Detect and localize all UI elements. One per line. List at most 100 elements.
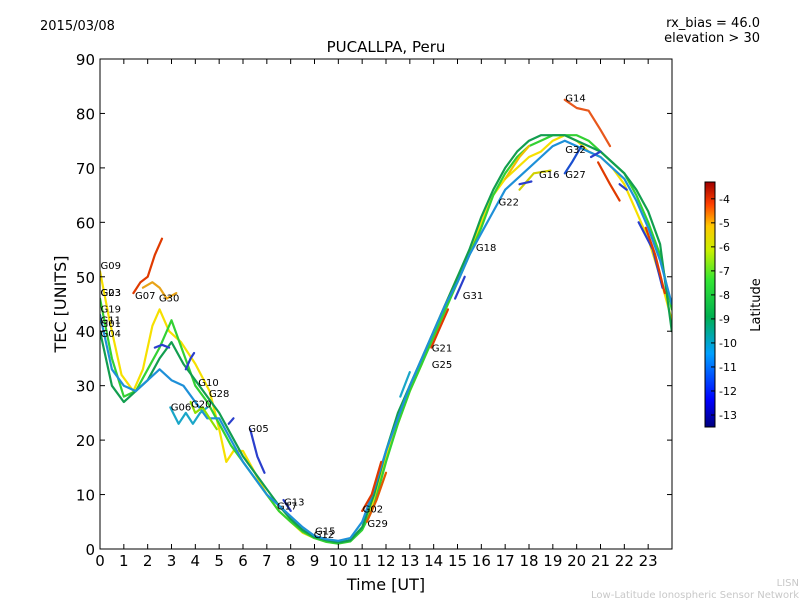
y-tick-label: 10 bbox=[76, 487, 95, 505]
tec-series-5 bbox=[141, 281, 178, 300]
x-tick-label: 16 bbox=[472, 552, 491, 570]
tec-series-18 bbox=[399, 371, 411, 398]
satellite-label-g06: G06 bbox=[171, 402, 191, 413]
x-tick-label: 8 bbox=[286, 552, 296, 570]
x-tick-label: 10 bbox=[329, 552, 348, 570]
satellite-label-g10: G10 bbox=[198, 378, 218, 389]
satellite-label-g14: G14 bbox=[565, 94, 585, 105]
satellite-label-g30: G30 bbox=[159, 294, 179, 305]
tec-series-21 bbox=[518, 180, 533, 186]
x-tick-label: 11 bbox=[353, 552, 372, 570]
colorbar bbox=[704, 181, 716, 428]
tec-series-13 bbox=[189, 400, 218, 431]
satellite-label-g17: G17 bbox=[277, 502, 297, 513]
colorbar-label: Latitude bbox=[749, 278, 764, 332]
x-tick-label: 13 bbox=[400, 552, 419, 570]
x-tick-label: 2 bbox=[143, 552, 153, 570]
y-tick-label: 90 bbox=[76, 51, 95, 69]
series-layer bbox=[100, 98, 672, 545]
watermark-title: LISN bbox=[777, 578, 799, 589]
tec-series-4 bbox=[100, 139, 672, 542]
satellite-label-g12: G12 bbox=[314, 530, 334, 541]
satellite-label-g25: G25 bbox=[432, 360, 452, 371]
y-tick-label: 40 bbox=[76, 323, 95, 341]
colorbar-ticks: -4 -5 -6 -7 -8 -9 -10 -11 -12 -13 bbox=[711, 193, 737, 422]
y-tick-label: 60 bbox=[76, 214, 95, 232]
colorbar-tick-label: -11 bbox=[719, 361, 737, 374]
tec-series-26 bbox=[618, 183, 628, 191]
tec-series-2 bbox=[100, 134, 672, 545]
tec-series-12 bbox=[169, 406, 209, 425]
satellite-label-g02: G02 bbox=[363, 504, 383, 515]
x-tick-label: 21 bbox=[591, 552, 610, 570]
satellite-label-g07: G07 bbox=[135, 291, 155, 302]
y-tick-label: 0 bbox=[85, 541, 95, 559]
tec-series-23 bbox=[589, 150, 602, 159]
satellite-label-g21: G21 bbox=[432, 344, 452, 355]
x-tick-label: 3 bbox=[167, 552, 177, 570]
satellite-label-g18: G18 bbox=[476, 243, 496, 254]
satellite-label-g27: G27 bbox=[565, 170, 585, 181]
satellite-label-g28: G28 bbox=[209, 389, 229, 400]
x-tick-label: 18 bbox=[519, 552, 538, 570]
tec-series-19 bbox=[504, 145, 531, 180]
x-tick-label: 19 bbox=[543, 552, 562, 570]
satellite-label-g13: G13 bbox=[284, 498, 304, 509]
colorbar-tick-label: -12 bbox=[719, 385, 737, 398]
x-tick-label: 1 bbox=[119, 552, 129, 570]
satellite-label-g32: G32 bbox=[565, 145, 585, 156]
colorbar-tick-label: -6 bbox=[719, 241, 730, 254]
colorbar-tick-label: -4 bbox=[719, 193, 730, 206]
x-tick-label: 9 bbox=[310, 552, 320, 570]
tec-series-11 bbox=[282, 498, 292, 512]
tec-series-24 bbox=[563, 98, 612, 148]
tec-series-8 bbox=[184, 351, 196, 371]
y-tick-label: 70 bbox=[76, 160, 95, 178]
tec-series-7 bbox=[153, 343, 171, 349]
y-axis: 0 10 20 30 40 50 60 70 80 90 bbox=[76, 51, 672, 559]
satellite-label-g01: G01 bbox=[101, 319, 121, 330]
y-tick-label: 20 bbox=[76, 432, 95, 450]
tec-series-3 bbox=[100, 134, 672, 544]
tec-series-28 bbox=[644, 226, 666, 295]
tec-series-6 bbox=[132, 237, 164, 295]
satellite-label-g31: G31 bbox=[463, 291, 483, 302]
x-tick-label: 5 bbox=[214, 552, 224, 570]
satellite-label-g23: G23 bbox=[101, 288, 121, 299]
x-tick-label: 14 bbox=[424, 552, 443, 570]
x-tick-label: 22 bbox=[615, 552, 634, 570]
colorbar-tick-label: -10 bbox=[719, 337, 737, 350]
x-tick-label: 7 bbox=[262, 552, 272, 570]
tec-series-14 bbox=[361, 460, 383, 512]
y-axis-label: TEC [UNITS] bbox=[51, 256, 70, 354]
tec-series-22 bbox=[563, 145, 583, 175]
chart-title: PUCALLPA, Peru bbox=[327, 38, 446, 56]
satellite-label-g03: G03 bbox=[101, 288, 121, 299]
satellite-label-g19: G19 bbox=[101, 304, 121, 315]
satellite-label-g22: G22 bbox=[499, 198, 519, 209]
x-tick-label: 12 bbox=[376, 552, 395, 570]
satellite-label-g15: G15 bbox=[315, 527, 335, 538]
tec-series-17 bbox=[454, 275, 466, 300]
x-tick-label: 20 bbox=[567, 552, 586, 570]
x-tick-label: 6 bbox=[238, 552, 248, 570]
y-tick-label: 80 bbox=[76, 105, 95, 123]
x-tick-label: 17 bbox=[496, 552, 515, 570]
elevation-note: elevation > 30 bbox=[664, 31, 760, 46]
satellite-label-g04: G04 bbox=[101, 329, 121, 340]
date-label: 2015/03/08 bbox=[40, 19, 115, 34]
tec-series-25 bbox=[597, 161, 621, 202]
tec-series-15 bbox=[365, 471, 388, 523]
x-tick-label: 0 bbox=[95, 552, 105, 570]
x-axis: 0 1 2 3 4 5 6 7 8 9 10 11 12 13 14 15 16 17 18 19 20 21 22 23 bbox=[95, 59, 658, 570]
watermark-subtitle: Low-Latitude Ionospheric Sensor Network bbox=[591, 590, 799, 600]
tec-series-16 bbox=[430, 308, 450, 349]
satellite-label-g29: G29 bbox=[367, 519, 387, 530]
colorbar-tick-label: -9 bbox=[719, 313, 730, 326]
x-tick-label: 23 bbox=[639, 552, 658, 570]
colorbar-tick-label: -7 bbox=[719, 265, 730, 278]
colorbar-tick-label: -8 bbox=[719, 289, 730, 302]
x-tick-label: 15 bbox=[448, 552, 467, 570]
satellite-label-g11: G11 bbox=[101, 315, 121, 326]
tec-series-1 bbox=[100, 134, 672, 544]
